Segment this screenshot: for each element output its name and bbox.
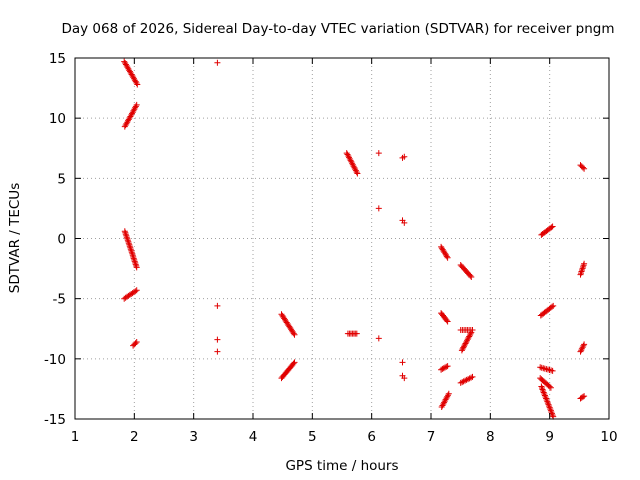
data-point-marker — [468, 274, 475, 280]
data-point-marker — [581, 260, 588, 267]
data-point-marker — [442, 364, 448, 371]
y-tick-labels: 15 10 5 0 -5 -10 -15 — [44, 51, 66, 428]
data-point-marker — [444, 254, 451, 261]
data-point-marker — [133, 101, 140, 108]
data-point-marker — [467, 330, 474, 337]
y-axis-label: SDTVAR / TECUs — [7, 183, 23, 293]
x-tick-label: 5 — [308, 429, 317, 445]
data-point-marker — [581, 393, 588, 400]
data-point-marker — [401, 153, 408, 160]
data-point-marker — [549, 303, 555, 310]
x-axis-label: GPS time / hours — [285, 458, 398, 474]
x-tick-label: 4 — [249, 429, 258, 445]
data-point-marker — [291, 359, 298, 366]
data-point-marker — [469, 373, 476, 380]
data-point-marker — [464, 337, 470, 344]
data-point-marker — [548, 224, 555, 231]
x-tick-label: 9 — [545, 429, 554, 445]
data-points — [121, 58, 588, 420]
data-point-marker — [468, 374, 475, 381]
y-tick-label: 10 — [49, 111, 66, 127]
data-point-marker — [133, 339, 140, 345]
data-point-marker — [443, 317, 450, 324]
data-point-marker — [375, 335, 382, 342]
data-point-marker — [546, 383, 553, 390]
data-point-marker — [443, 363, 450, 370]
data-point-marker — [133, 264, 140, 271]
data-point-marker — [375, 150, 382, 157]
data-point-marker — [439, 365, 446, 372]
data-point-marker — [458, 347, 465, 354]
data-point-marker — [401, 219, 408, 226]
data-point-marker — [445, 390, 452, 397]
data-point-marker — [353, 330, 360, 337]
data-point-marker — [577, 348, 584, 355]
chart-title: Day 068 of 2026, Sidereal Day-to-day VTE… — [61, 21, 614, 37]
data-point-marker — [547, 384, 554, 391]
axis-ticks — [74, 57, 610, 420]
data-point-marker — [214, 336, 221, 343]
x-tick-labels: 1 2 3 4 5 6 7 8 9 10 — [71, 429, 618, 445]
grid-layer — [75, 58, 609, 419]
data-point-marker — [132, 288, 139, 295]
data-point-marker — [401, 375, 408, 382]
data-point-marker — [291, 331, 298, 338]
y-tick-label: 15 — [49, 51, 66, 67]
data-point-marker — [290, 360, 297, 367]
data-point-marker — [353, 169, 360, 176]
data-point-marker — [375, 205, 382, 212]
data-point-marker — [581, 165, 588, 172]
data-point-marker — [443, 253, 450, 260]
data-point-marker — [134, 81, 141, 88]
x-tick-label: 7 — [427, 429, 436, 445]
data-point-marker — [132, 340, 139, 347]
data-point-marker — [214, 348, 221, 355]
data-point-marker — [549, 223, 556, 230]
data-point-marker — [581, 341, 588, 348]
data-point-marker — [461, 341, 468, 348]
x-tick-label: 6 — [367, 429, 376, 445]
x-tick-label: 8 — [486, 429, 495, 445]
data-point-marker — [214, 59, 221, 66]
y-tick-label: -10 — [44, 352, 66, 368]
data-point-marker — [354, 170, 361, 177]
y-tick-label: 0 — [57, 232, 66, 248]
x-tick-label: 1 — [71, 429, 80, 445]
data-point-marker — [444, 363, 451, 370]
y-tick-label: -15 — [44, 412, 66, 428]
data-point-marker — [399, 359, 406, 366]
data-point-marker — [466, 333, 473, 340]
data-point-marker — [290, 330, 297, 337]
data-point-marker — [579, 393, 586, 400]
data-point-marker — [459, 346, 466, 352]
data-point-marker — [580, 342, 587, 349]
data-point-marker — [468, 329, 475, 336]
data-point-marker — [214, 302, 221, 309]
data-point-marker — [440, 365, 447, 372]
y-tick-label: -5 — [53, 292, 66, 308]
x-tick-label: 2 — [130, 429, 139, 445]
data-point-marker — [579, 164, 586, 171]
x-tick-label: 3 — [189, 429, 198, 445]
data-point-marker — [467, 272, 474, 279]
y-tick-label: 5 — [57, 171, 66, 187]
x-tick-label: 10 — [600, 429, 617, 445]
data-point-marker — [444, 318, 451, 325]
data-point-marker — [133, 287, 140, 294]
data-point-marker — [466, 332, 473, 339]
data-point-marker — [550, 302, 557, 309]
data-point-marker — [549, 367, 556, 374]
